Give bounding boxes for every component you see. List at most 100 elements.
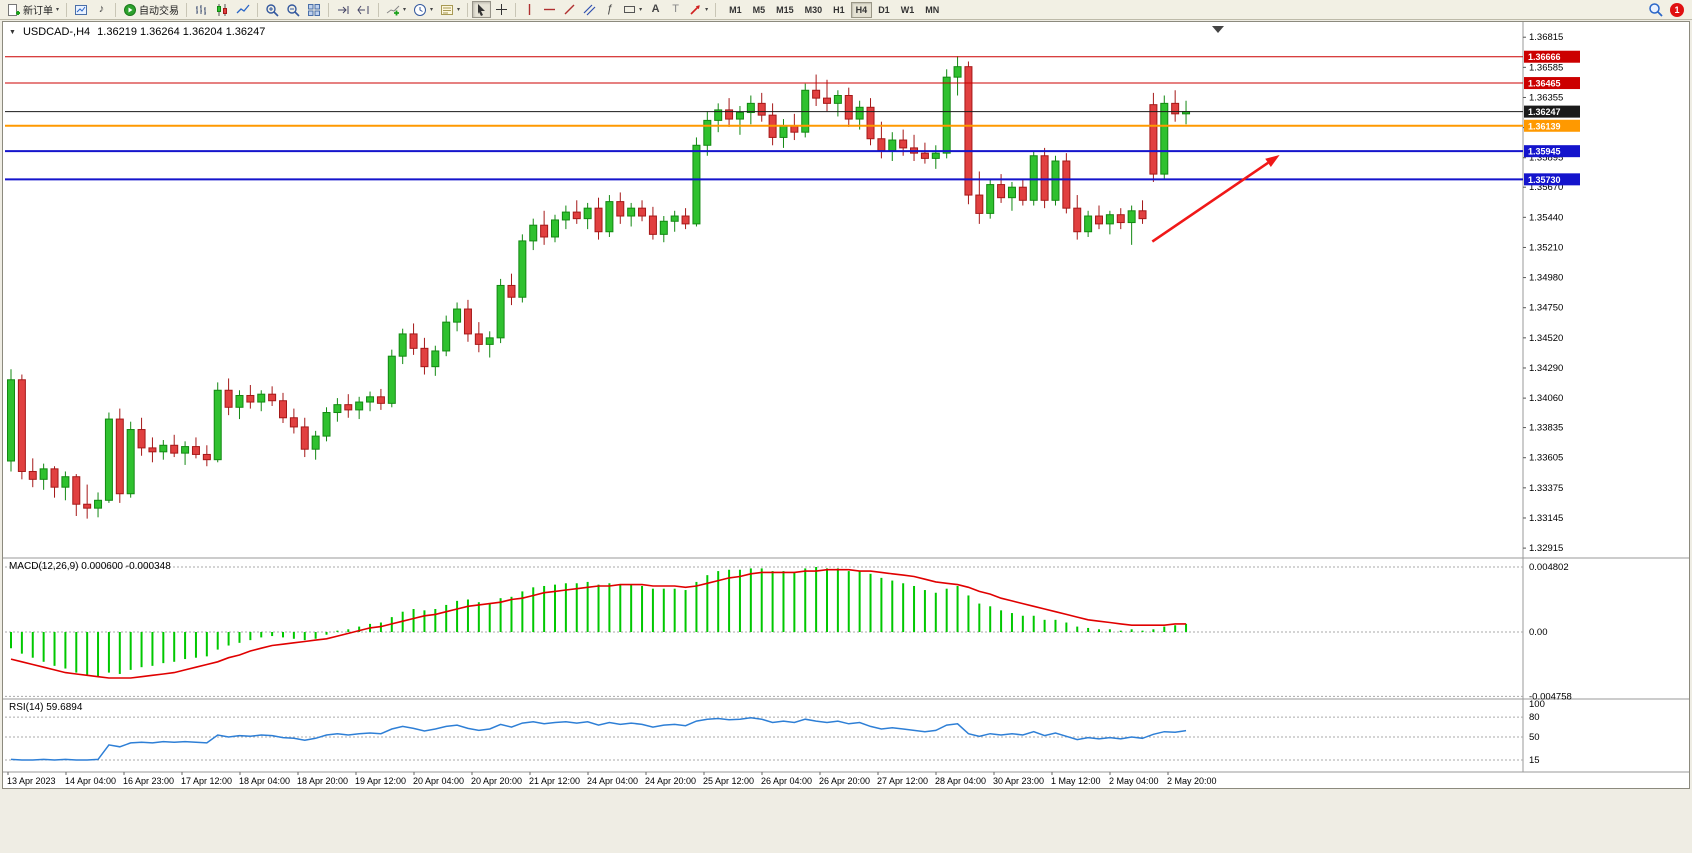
text-label-icon: T (672, 3, 679, 15)
fibonacci-tool-button[interactable]: ƒ (600, 1, 619, 18)
svg-text:17 Apr 12:00: 17 Apr 12:00 (181, 776, 232, 786)
fibonacci-icon: ƒ (606, 3, 613, 15)
timeframe-m15-button[interactable]: M15 (776, 4, 794, 15)
svg-text:100: 100 (1529, 699, 1545, 710)
zoom-in-button[interactable] (262, 1, 282, 18)
trend-arrow-annotation[interactable] (1151, 154, 1280, 243)
new-order-label: 新订单 (23, 6, 53, 17)
text-label-tool-button[interactable]: T (666, 1, 685, 18)
svg-text:1.35730: 1.35730 (1528, 175, 1561, 185)
svg-text:0.00: 0.00 (1529, 627, 1548, 638)
timeframe-group: M1 M5 M15 M30 H1 H4 D1 W1 MN (724, 1, 944, 18)
shapes-icon (624, 6, 636, 13)
chart-canvas[interactable]: 1.368151.365851.363551.361251.358951.356… (3, 22, 1689, 788)
chart-shift-icon (357, 5, 369, 14)
horizontal-line-tool-button[interactable] (540, 1, 559, 18)
templates-button[interactable]: ▾ (437, 1, 463, 18)
svg-text:20 Apr 04:00: 20 Apr 04:00 (413, 776, 464, 786)
svg-text:24 Apr 04:00: 24 Apr 04:00 (587, 776, 638, 786)
charts-window-button[interactable] (71, 1, 91, 18)
search-icon[interactable] (1648, 2, 1663, 17)
chevron-down-icon: ▾ (430, 7, 434, 13)
auto-scroll-button[interactable] (333, 1, 353, 18)
sound-button[interactable]: ♪ (92, 1, 111, 18)
svg-text:1.36465: 1.36465 (1528, 79, 1561, 89)
svg-text:14 Apr 04:00: 14 Apr 04:00 (65, 776, 116, 786)
tile-windows-button[interactable] (304, 1, 324, 18)
auto-trading-label: 自动交易 (139, 6, 180, 17)
svg-text:1.35895: 1.35895 (1529, 153, 1563, 164)
timeframe-m1-button[interactable]: M1 (729, 4, 742, 15)
svg-text:25 Apr 12:00: 25 Apr 12:00 (703, 776, 754, 786)
svg-text:15: 15 (1529, 755, 1540, 766)
svg-text:30 Apr 23:00: 30 Apr 23:00 (993, 776, 1044, 786)
toolbar-separator (515, 2, 517, 17)
chart-shift-marker[interactable] (1212, 26, 1224, 33)
toolbar-separator (115, 2, 117, 17)
svg-text:2 May 20:00: 2 May 20:00 (1167, 776, 1217, 786)
svg-text:-0.004758: -0.004758 (1529, 691, 1572, 702)
shapes-tool-button[interactable]: ▾ (620, 1, 645, 18)
cursor-button[interactable] (472, 1, 492, 18)
auto-trading-button[interactable]: 自动交易 (120, 1, 182, 18)
svg-text:26 Apr 20:00: 26 Apr 20:00 (819, 776, 870, 786)
svg-text:1.36355: 1.36355 (1529, 92, 1563, 103)
svg-text:1.35440: 1.35440 (1529, 212, 1563, 223)
trendline-icon (564, 4, 575, 15)
notification-count: 1 (1674, 4, 1680, 15)
templates-icon (441, 4, 454, 15)
vertical-line-tool-button[interactable] (520, 1, 539, 18)
svg-text:1 May 12:00: 1 May 12:00 (1051, 776, 1101, 786)
zoom-out-button[interactable] (283, 1, 303, 18)
arrows-tool-button[interactable]: ▾ (686, 1, 711, 18)
svg-text:0.004802: 0.004802 (1529, 562, 1569, 573)
svg-text:27 Apr 12:00: 27 Apr 12:00 (877, 776, 928, 786)
timeframe-w1-button[interactable]: W1 (900, 4, 915, 15)
timeframe-m30-button[interactable]: M30 (804, 4, 823, 15)
toolbar-separator (186, 2, 188, 17)
crosshair-icon (496, 4, 508, 15)
indicators-button[interactable]: ▾ (383, 1, 409, 18)
timeframe-m5-button[interactable]: M5 (752, 4, 766, 15)
svg-text:1.33605: 1.33605 (1529, 453, 1563, 464)
timeframe-mn-button[interactable]: MN (925, 4, 940, 15)
notification-badge[interactable]: 1 (1670, 2, 1684, 17)
channel-icon (583, 4, 596, 16)
tile-windows-icon (308, 3, 321, 16)
svg-text:1.36666: 1.36666 (1528, 52, 1561, 62)
line-chart-mode-button[interactable] (233, 1, 253, 18)
svg-text:26 Apr 04:00: 26 Apr 04:00 (761, 776, 812, 786)
line-chart-icon (236, 4, 250, 13)
chevron-down-icon: ▾ (705, 7, 709, 13)
candlestick-mode-button[interactable] (212, 1, 232, 18)
text-icon: A (651, 3, 660, 15)
timeframe-d1-button[interactable]: D1 (878, 4, 890, 15)
candlestick-layer (7, 56, 1191, 519)
chart-shift-button[interactable] (354, 1, 374, 18)
chevron-down-icon: ▾ (56, 7, 60, 13)
clock-icon (414, 3, 427, 16)
chart-window[interactable]: 1.368151.365851.363551.361251.358951.356… (2, 21, 1690, 789)
rsi-layer: 100 80 50 15 (5, 699, 1545, 766)
text-tool-button[interactable]: A (646, 1, 665, 18)
main-toolbar: 新订单 ▾ ♪ 自动交易 ▾ ▾ (0, 0, 1692, 20)
time-axis-layer: 13 Apr 2023 14 Apr 04:00 16 Apr 23:00 17 Ap… (7, 772, 1217, 786)
indicators-icon (386, 5, 400, 15)
toolbar-separator (257, 2, 259, 17)
timeframe-h1-button[interactable]: H1 (833, 4, 845, 15)
svg-text:1.34520: 1.34520 (1529, 333, 1563, 344)
price-lines-layer[interactable]: 1.36666 1.36465 1.36247 1.36139 1.35945 1.357… (5, 50, 1580, 186)
svg-text:1.33375: 1.33375 (1529, 483, 1563, 494)
auto-trading-icon (124, 3, 137, 16)
horizontal-line-icon (544, 8, 556, 11)
bar-chart-mode-button[interactable] (191, 1, 211, 18)
channel-tool-button[interactable] (580, 1, 599, 18)
periods-button[interactable]: ▾ (410, 1, 436, 18)
macd-layer: 0.004802 0.00 -0.004758 (5, 562, 1572, 702)
timeframe-h4-button[interactable]: H4 (850, 1, 873, 18)
charts-window-icon (75, 4, 88, 15)
trendline-tool-button[interactable] (560, 1, 579, 18)
crosshair-button[interactable] (492, 1, 511, 18)
svg-text:18 Apr 04:00: 18 Apr 04:00 (239, 776, 290, 786)
new-order-button[interactable]: 新订单 ▾ (4, 1, 62, 18)
